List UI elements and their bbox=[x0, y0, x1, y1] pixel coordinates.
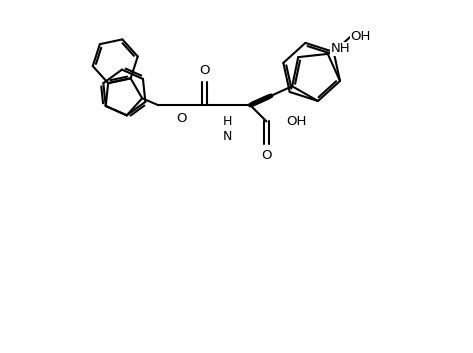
Text: O: O bbox=[176, 112, 186, 125]
Text: O: O bbox=[199, 64, 210, 77]
Text: H
N: H N bbox=[223, 115, 232, 143]
Text: OH: OH bbox=[350, 30, 371, 43]
Text: O: O bbox=[261, 149, 272, 162]
Text: NH: NH bbox=[331, 42, 350, 55]
Text: OH: OH bbox=[286, 115, 307, 128]
